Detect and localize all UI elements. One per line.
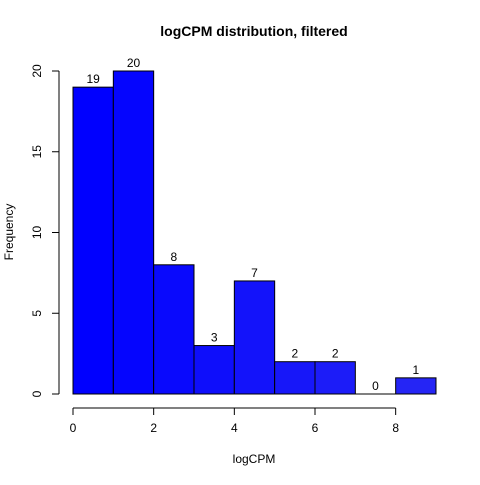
x-tick-label: 6 [312,421,319,435]
x-tick-label: 4 [231,421,238,435]
histogram-bar [233,280,276,395]
histogram-bar [72,86,114,395]
y-axis-label: Frequency [2,204,16,261]
bar-data-label: 7 [251,266,258,280]
bar-data-label: 19 [86,72,100,86]
histogram-bar [274,361,316,395]
x-tick-label: 2 [150,421,157,435]
bar-data-label: 8 [170,250,177,264]
histogram-bar [314,361,356,395]
y-tick-label: 15 [30,145,44,159]
y-tick-label: 20 [30,64,44,78]
y-tick-label: 10 [30,226,44,240]
bars-group [72,70,437,395]
bar-data-label: 0 [372,379,379,393]
bar-data-label: 3 [211,331,218,345]
bar-data-label: 2 [291,347,298,361]
histogram-bar [395,377,437,395]
chart-title: logCPM distribution, filtered [160,23,347,39]
x-axis: 0 2 4 6 8 [70,407,399,435]
y-tick-label: 0 [30,390,44,397]
x-axis-label: logCPM [233,452,276,466]
histogram-bar [153,264,195,395]
y-tick-label: 5 [30,310,44,317]
x-tick-label: 8 [392,421,399,435]
x-tick-label: 0 [70,421,77,435]
bar-data-label: 1 [412,363,419,377]
y-axis: 0 5 10 15 20 [30,64,60,397]
histogram-bar [112,70,155,395]
bar-data-label: 2 [332,347,339,361]
bar-data-label: 20 [127,56,141,70]
histogram-bar [193,345,235,395]
